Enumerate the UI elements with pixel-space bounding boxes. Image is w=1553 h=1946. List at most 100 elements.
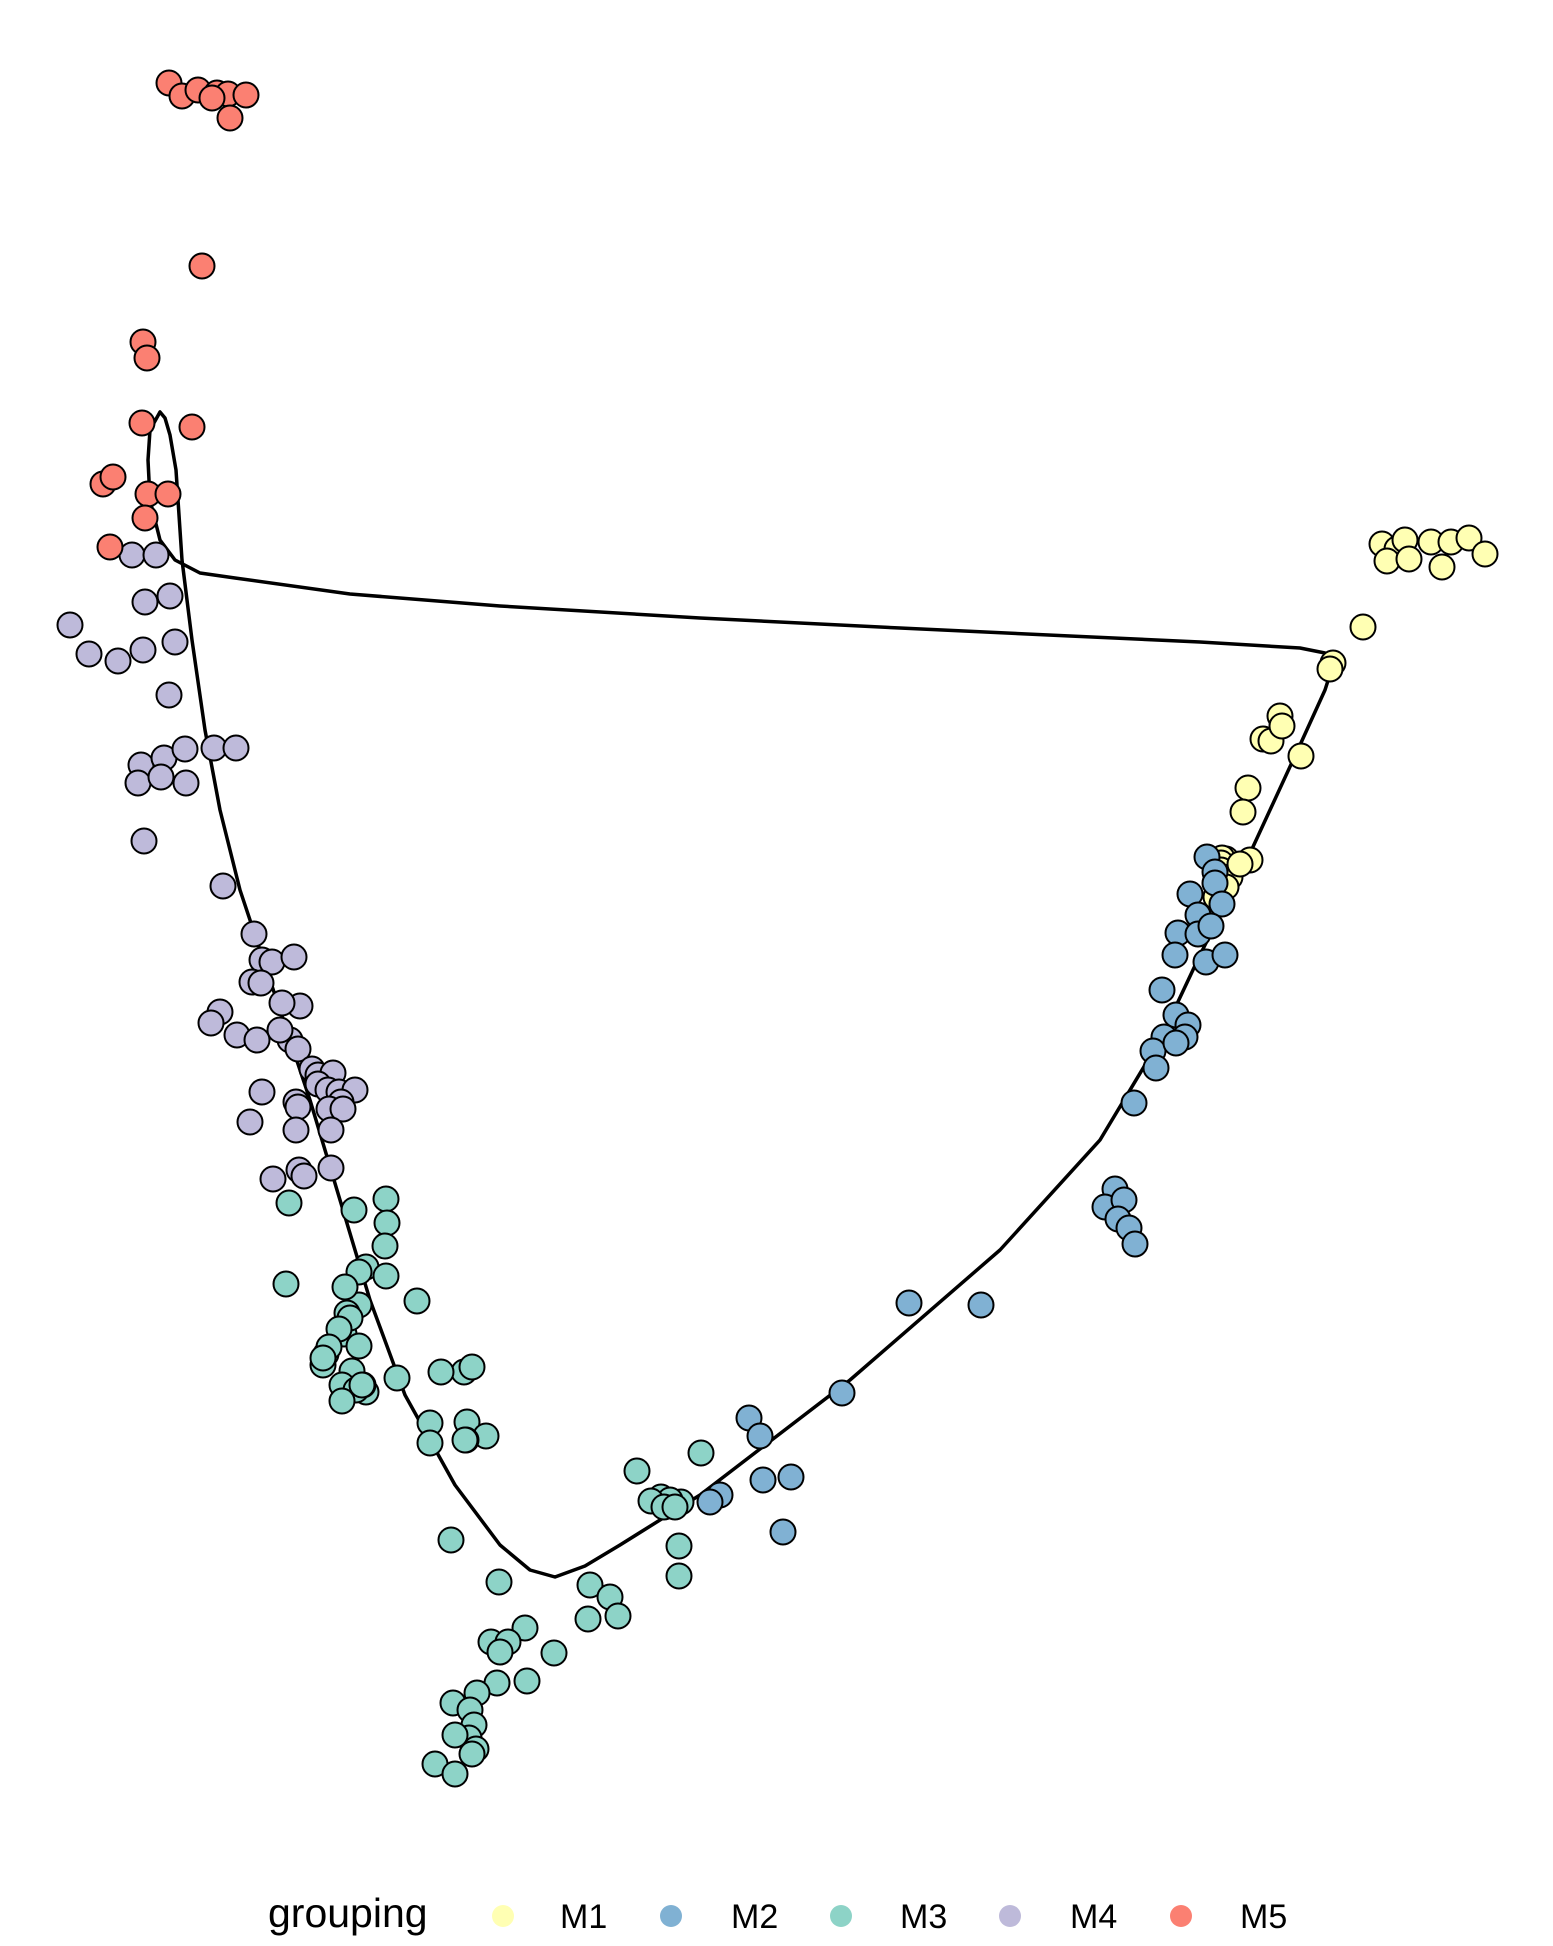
- point-m3: [623, 1457, 651, 1485]
- point-m1: [1471, 540, 1499, 568]
- legend-key-m5: [1170, 1905, 1192, 1927]
- legend: grouping M1 M2 M3 M4 M5: [268, 1890, 1287, 1936]
- point-m4: [266, 1016, 294, 1044]
- point-m4: [197, 1009, 225, 1037]
- point-m2: [1161, 941, 1189, 969]
- point-m4: [142, 541, 170, 569]
- point-m1: [1316, 655, 1344, 683]
- point-m2: [696, 1488, 724, 1516]
- point-m5: [216, 104, 244, 132]
- point-m4: [280, 943, 308, 971]
- point-m3: [661, 1493, 689, 1521]
- point-m3: [576, 1571, 604, 1599]
- point-m5: [178, 413, 206, 441]
- point-m1: [1229, 798, 1257, 826]
- point-m1: [1349, 613, 1377, 641]
- point-m5: [232, 81, 260, 109]
- point-m5: [154, 480, 182, 508]
- legend-key-m1: [492, 1905, 514, 1927]
- point-m3: [383, 1364, 411, 1392]
- point-m3: [604, 1602, 632, 1630]
- point-m3: [309, 1344, 337, 1372]
- point-m1: [1428, 553, 1456, 581]
- data-points: [56, 69, 1499, 1788]
- point-m3: [540, 1639, 568, 1667]
- point-m3: [441, 1721, 469, 1749]
- point-m3: [485, 1568, 513, 1596]
- point-m2: [1142, 1054, 1170, 1082]
- point-m4: [290, 1162, 318, 1190]
- point-m3: [513, 1667, 541, 1695]
- point-m3: [373, 1209, 401, 1237]
- point-m5: [133, 344, 161, 372]
- point-m4: [129, 636, 157, 664]
- point-m4: [317, 1116, 345, 1144]
- point-m4: [329, 1095, 357, 1123]
- point-m2: [1121, 1230, 1149, 1258]
- point-m3: [372, 1185, 400, 1213]
- point-m3: [486, 1638, 514, 1666]
- point-m4: [268, 989, 296, 1017]
- point-m4: [317, 1154, 345, 1182]
- point-m3: [665, 1562, 693, 1590]
- point-m3: [275, 1189, 303, 1217]
- point-m4: [240, 920, 268, 948]
- point-m3: [427, 1358, 455, 1386]
- point-m2: [1208, 890, 1236, 918]
- point-m3: [687, 1439, 715, 1467]
- point-m1: [1268, 712, 1296, 740]
- point-m4: [147, 763, 175, 791]
- point-m4: [171, 735, 199, 763]
- point-m3: [441, 1760, 469, 1788]
- point-m5: [96, 533, 124, 561]
- point-m4: [284, 1035, 312, 1063]
- point-m3: [458, 1353, 486, 1381]
- point-m4: [243, 1026, 271, 1054]
- point-m3: [272, 1270, 300, 1298]
- point-m4: [259, 1165, 287, 1193]
- point-m3: [345, 1332, 373, 1360]
- point-m2: [828, 1379, 856, 1407]
- point-m4: [222, 734, 250, 762]
- legend-label-m4: M4: [1070, 1898, 1117, 1936]
- point-m4: [161, 628, 189, 656]
- point-m3: [331, 1273, 359, 1301]
- legend-key-m3: [830, 1905, 852, 1927]
- point-m3: [372, 1262, 400, 1290]
- point-m4: [124, 769, 152, 797]
- point-m3: [371, 1232, 399, 1260]
- point-m3: [437, 1526, 465, 1554]
- point-m1: [1395, 545, 1423, 573]
- point-m5: [131, 504, 159, 532]
- point-m3: [458, 1740, 486, 1768]
- point-m1: [1234, 774, 1262, 802]
- legend-title: grouping: [268, 1890, 428, 1936]
- point-m3: [328, 1387, 356, 1415]
- point-m3: [574, 1605, 602, 1633]
- point-m2: [769, 1518, 797, 1546]
- point-m3: [665, 1532, 693, 1560]
- point-m5: [198, 84, 226, 112]
- trajectory-curve: [146, 410, 1335, 1579]
- point-m2: [1197, 912, 1225, 940]
- point-m4: [236, 1108, 264, 1136]
- point-m4: [156, 582, 184, 610]
- point-m4: [130, 827, 158, 855]
- point-m4: [104, 647, 132, 675]
- point-m3: [403, 1287, 431, 1315]
- point-m4: [131, 588, 159, 616]
- point-m2: [749, 1466, 777, 1494]
- point-m2: [777, 1463, 805, 1491]
- legend-key-m4: [999, 1905, 1021, 1927]
- point-m1: [1287, 742, 1315, 770]
- point-m4: [284, 1093, 312, 1121]
- point-m4: [247, 969, 275, 997]
- legend-label-m5: M5: [1240, 1898, 1287, 1936]
- point-m2: [1211, 941, 1239, 969]
- point-m2: [967, 1291, 995, 1319]
- point-m4: [172, 769, 200, 797]
- legend-label-m3: M3: [900, 1898, 947, 1936]
- legend-label-m1: M1: [560, 1898, 607, 1936]
- point-m5: [128, 409, 156, 437]
- point-m3: [348, 1371, 376, 1399]
